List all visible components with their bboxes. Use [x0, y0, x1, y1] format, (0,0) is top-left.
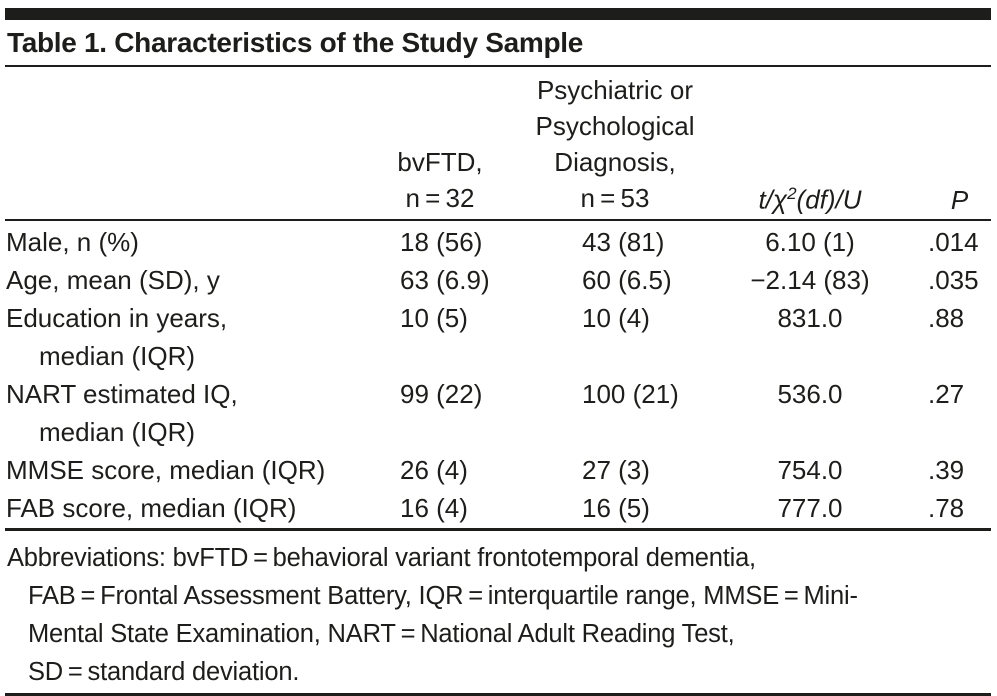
header-p-value: P	[905, 67, 991, 221]
table-row-male: Male, n (%) 18 (56) 43 (81) 6.10 (1) .01…	[5, 220, 991, 261]
bottom-rule	[5, 693, 991, 696]
value-p: .035	[928, 265, 979, 295]
row-label-line1: Age, mean (SD), y	[6, 265, 220, 295]
footnote-line: Mental State Examination, NART = Nationa…	[28, 620, 735, 648]
footnote-line: Abbreviations: bvFTD = behavioral varian…	[7, 544, 756, 572]
top-bar-rule	[5, 8, 991, 20]
value-bvftd: 63 (6.9)	[400, 265, 490, 295]
header-empty-cell	[5, 67, 365, 221]
row-label-line1: NART estimated IQ,	[6, 379, 238, 409]
value-bvftd: 16 (4)	[365, 489, 515, 531]
value-p: .27	[928, 379, 965, 409]
value-p: .39	[928, 455, 965, 485]
value-psychiatric: 43 (81)	[582, 227, 665, 257]
value-bvftd: 26 (4)	[400, 455, 468, 485]
row-label-line1: Education in years,	[6, 303, 228, 333]
value-bvftd: 99 (22)	[400, 379, 483, 409]
row-label: Male, n (%)	[5, 220, 365, 261]
value-psychiatric: 100 (21)	[582, 379, 679, 409]
header-psychiatric-line4: n = 53	[580, 183, 650, 213]
value-statistic: 6.10 (1)	[765, 227, 855, 257]
header-psychiatric-line3: Diagnosis,	[554, 147, 676, 177]
header-psychiatric: Psychiatric or Psychological Diagnosis, …	[515, 67, 715, 221]
header-statistic: t/χ2(df)/U	[715, 67, 905, 221]
header-bvftd: bvFTD, n = 32	[365, 67, 515, 221]
table-row-mmse: MMSE score, median (IQR) 26 (4) 27 (3) 7…	[5, 451, 991, 489]
value-statistic: 536.0	[777, 379, 843, 409]
header-bvftd-line1: bvFTD,	[397, 147, 483, 177]
row-label: MMSE score, median (IQR)	[5, 451, 365, 489]
header-row: bvFTD, n = 32 Psychiatric or Psychologic…	[5, 67, 991, 221]
row-label-line2: median (IQR)	[39, 341, 196, 371]
value-p: .78	[905, 489, 991, 531]
row-label-line1: MMSE score, median (IQR)	[6, 455, 326, 485]
value-psychiatric: 16 (5)	[515, 489, 715, 531]
value-statistic: 831.0	[777, 303, 843, 333]
study-sample-table: bvFTD, n = 32 Psychiatric or Psychologic…	[5, 67, 991, 531]
table-title: Table 1. Characteristics of the Study Sa…	[7, 27, 584, 58]
table-row-education: Education in years, median (IQR) 10 (5) …	[5, 299, 991, 375]
row-label: FAB score, median (IQR)	[5, 489, 365, 531]
header-psychiatric-line1: Psychiatric or	[536, 75, 694, 105]
statistic-label-pre: t/χ	[758, 185, 788, 215]
value-p: .014	[928, 227, 979, 257]
value-statistic: −2.14 (83)	[750, 265, 870, 295]
title-rule	[5, 65, 991, 67]
value-statistic: 754.0	[777, 455, 843, 485]
value-psychiatric: 27 (3)	[582, 455, 650, 485]
table-row-nart-iq: NART estimated IQ, median (IQR) 99 (22) …	[5, 375, 991, 451]
statistic-label-post: (df)/U	[796, 185, 862, 215]
row-label-line1: Male, n (%)	[6, 227, 139, 257]
row-label-line2: median (IQR)	[39, 417, 196, 447]
value-psychiatric: 10 (4)	[582, 303, 650, 333]
footnote-line: FAB = Frontal Assessment Battery, IQR = …	[28, 582, 858, 610]
value-bvftd: 10 (5)	[400, 303, 468, 333]
value-psychiatric: 60 (6.5)	[582, 265, 672, 295]
value-bvftd: 18 (56)	[400, 227, 483, 257]
abbreviations-footnote: Abbreviations: bvFTD = behavioral varian…	[5, 539, 991, 691]
header-psychiatric-line2: Psychological	[535, 111, 695, 141]
table-row-age: Age, mean (SD), y 63 (6.9) 60 (6.5) −2.1…	[5, 261, 991, 299]
value-p: .88	[928, 303, 965, 333]
row-label: Age, mean (SD), y	[5, 261, 365, 299]
row-label: Education in years, median (IQR)	[5, 299, 365, 375]
statistic-label-sup: 2	[787, 184, 797, 204]
value-statistic: 777.0	[715, 489, 905, 531]
row-label: NART estimated IQ, median (IQR)	[5, 375, 365, 451]
header-bvftd-line2: n = 32	[405, 183, 475, 213]
footnote-line: SD = standard deviation.	[28, 658, 300, 686]
row-label-line1: FAB score, median (IQR)	[6, 493, 297, 523]
table-row-fab: FAB score, median (IQR) 16 (4) 16 (5) 77…	[5, 489, 991, 531]
